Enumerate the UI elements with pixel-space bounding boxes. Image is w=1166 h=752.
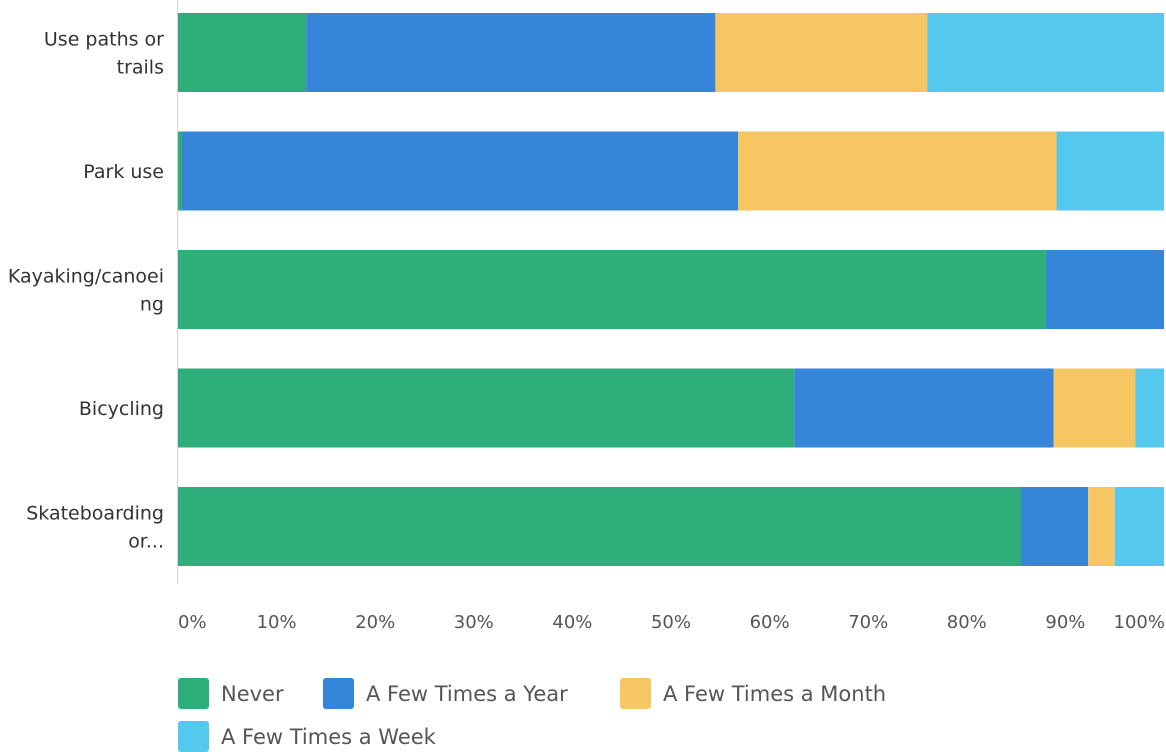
legend-item-few-times-week: A Few Times a Week — [178, 721, 436, 752]
bar-segment-a-few-times-a-year-row-2 — [181, 131, 739, 211]
bar-segment-never-row-2 — [178, 131, 182, 211]
legend-item-never: Never — [178, 678, 284, 709]
legend-label-few-times-month: A Few Times a Month — [663, 681, 887, 706]
category-label-row-1: Use paths or trails — [44, 29, 164, 79]
bar-segment-a-few-times-a-month-row-5 — [1088, 487, 1115, 566]
x-tick-label: 10% — [257, 612, 297, 633]
bar-segment-a-few-times-a-week-row-4 — [1135, 368, 1164, 448]
category-label-line: Park use — [83, 161, 164, 183]
x-tick-label: 90% — [1045, 612, 1085, 633]
category-label-row-4: Bicycling — [79, 398, 164, 420]
x-tick-label: 100% — [1114, 612, 1165, 633]
category-label-row-2: Park use — [83, 161, 164, 183]
category-label-line: trails — [117, 57, 164, 79]
bar-segment-never-row-1 — [178, 13, 307, 92]
x-tick-label: 50% — [651, 612, 691, 633]
bar-segment-never-row-4 — [178, 368, 795, 448]
x-tick-label: 80% — [947, 612, 987, 633]
category-label-line: ng — [140, 294, 164, 316]
x-tick-label: 20% — [355, 612, 395, 633]
bar-segment-a-few-times-a-year-row-4 — [794, 368, 1054, 448]
bars-group — [178, 13, 1164, 566]
x-tick-label: 0% — [178, 612, 207, 633]
legend-swatch-never — [178, 678, 209, 709]
x-axis-ticks: 0% 10% 20% 30% 40% 50% 60% 70% 80% 90% 100% — [178, 612, 1165, 633]
legend-swatch-few-times-month — [620, 678, 651, 709]
bar-segment-never-row-3 — [178, 250, 1046, 329]
bar-segment-a-few-times-a-month-row-1 — [715, 13, 928, 92]
category-label-line: or... — [128, 531, 164, 553]
bar-segment-a-few-times-a-month-row-4 — [1053, 368, 1136, 448]
category-label-line: Kayaking/canoei — [8, 266, 164, 288]
bar-segment-a-few-times-a-year-row-5 — [1021, 487, 1089, 566]
category-labels: Use paths or trails Park use Kayaking/canoe… — [8, 29, 164, 553]
x-tick-label: 40% — [552, 612, 592, 633]
bar-segment-never-row-5 — [178, 487, 1022, 566]
legend-swatch-few-times-year — [323, 678, 354, 709]
x-tick-label: 30% — [454, 612, 494, 633]
legend-label-few-times-week: A Few Times a Week — [221, 724, 436, 749]
legend-swatch-few-times-week — [178, 721, 209, 752]
legend-item-few-times-year: A Few Times a Year — [323, 678, 568, 709]
legend-item-few-times-month: A Few Times a Month — [620, 678, 886, 709]
x-tick-label: 70% — [848, 612, 888, 633]
bar-segment-a-few-times-a-week-row-2 — [1056, 131, 1164, 211]
category-label-line: Skateboarding — [26, 503, 164, 525]
bar-segment-a-few-times-a-month-row-2 — [738, 131, 1057, 211]
category-label-row-5: Skateboarding or... — [26, 503, 164, 553]
category-label-line: Bicycling — [79, 398, 164, 420]
x-tick-label: 60% — [750, 612, 790, 633]
bar-segment-a-few-times-a-week-row-1 — [927, 13, 1164, 92]
legend-label-never: Never — [221, 681, 284, 706]
bar-segment-a-few-times-a-year-row-1 — [306, 13, 716, 92]
bar-segment-a-few-times-a-week-row-5 — [1114, 487, 1164, 566]
category-label-line: Use paths or — [44, 29, 164, 51]
stacked-bar-chart: Use paths or trails Park use Kayaking/canoe… — [8, 0, 1165, 633]
bar-segment-a-few-times-a-year-row-3 — [1045, 250, 1164, 329]
category-label-row-3: Kayaking/canoei ng — [8, 266, 164, 316]
legend-label-few-times-year: A Few Times a Year — [366, 681, 568, 706]
